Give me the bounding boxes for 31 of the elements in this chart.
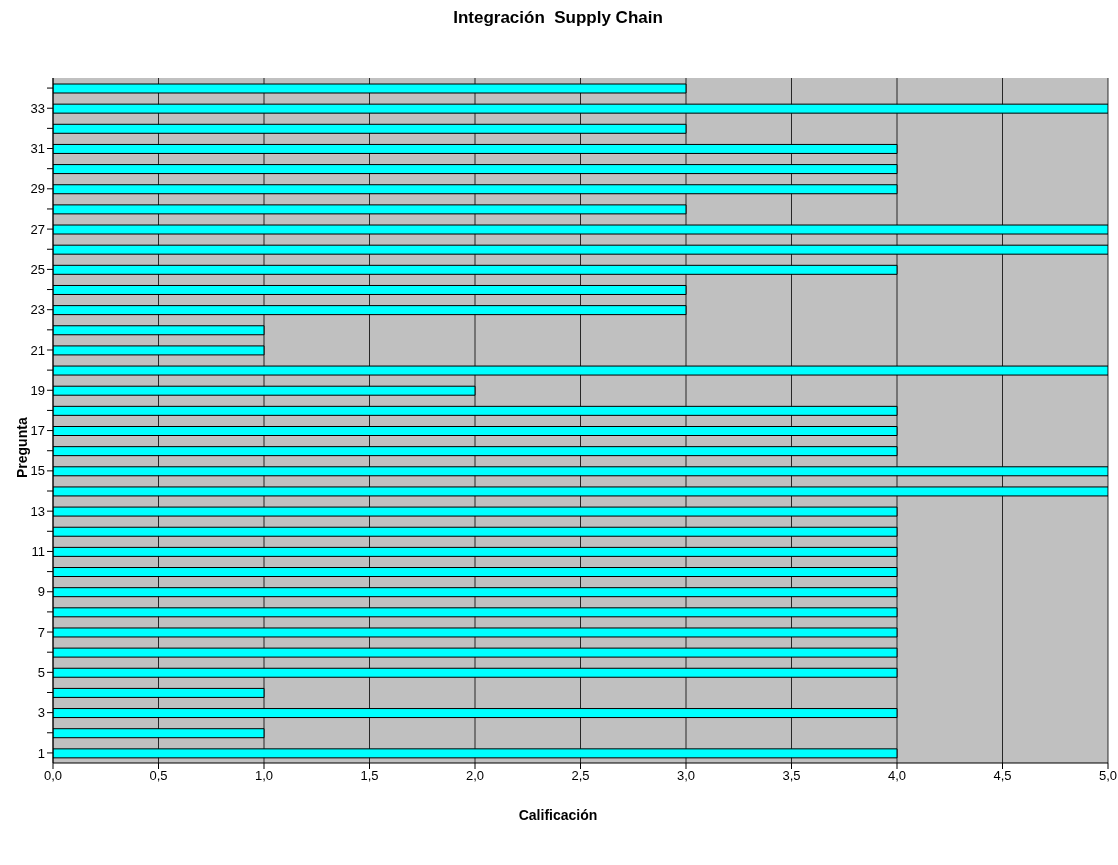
- y-tick-label: 21: [30, 342, 45, 358]
- y-tick-label: 7: [37, 624, 45, 640]
- y-tick-label: 19: [30, 382, 45, 398]
- x-tick-label: 0,5: [149, 768, 168, 784]
- y-tick-label: 25: [30, 262, 45, 278]
- chart-title: Integración Supply Chain: [452, 8, 664, 28]
- y-tick-label: 33: [30, 100, 45, 116]
- y-tick-label: 11: [31, 544, 45, 560]
- y-tick-label: 3: [37, 705, 45, 721]
- y-axis-title: Pregunta: [14, 417, 30, 478]
- y-tick-label: 1: [37, 745, 45, 761]
- x-tick-label: 1,0: [254, 768, 274, 784]
- y-tick-label: 29: [30, 181, 45, 197]
- y-tick-label: 5: [37, 664, 45, 680]
- x-tick-label: 3,0: [676, 768, 696, 784]
- x-tick-label: 2,0: [465, 768, 485, 784]
- x-tick-label: 2,5: [571, 768, 590, 784]
- y-tick-label: 13: [30, 503, 45, 519]
- x-tick-label: 4,5: [993, 768, 1012, 784]
- x-axis-title: Calificación: [517, 807, 599, 823]
- y-tick-label: 15: [30, 463, 45, 479]
- x-tick-label: 3,5: [782, 768, 801, 784]
- y-tick-label: 9: [37, 584, 45, 600]
- x-tick-label: 4,0: [887, 768, 907, 784]
- y-tick-label: 23: [30, 302, 45, 318]
- x-tick-label: 1,5: [360, 768, 379, 784]
- y-tick-label: 27: [30, 221, 45, 237]
- x-tick-label: 0,0: [43, 768, 63, 784]
- x-tick-label: 5,0: [1098, 768, 1118, 784]
- y-tick-label: 17: [30, 423, 45, 439]
- y-tick-label: 31: [30, 141, 45, 157]
